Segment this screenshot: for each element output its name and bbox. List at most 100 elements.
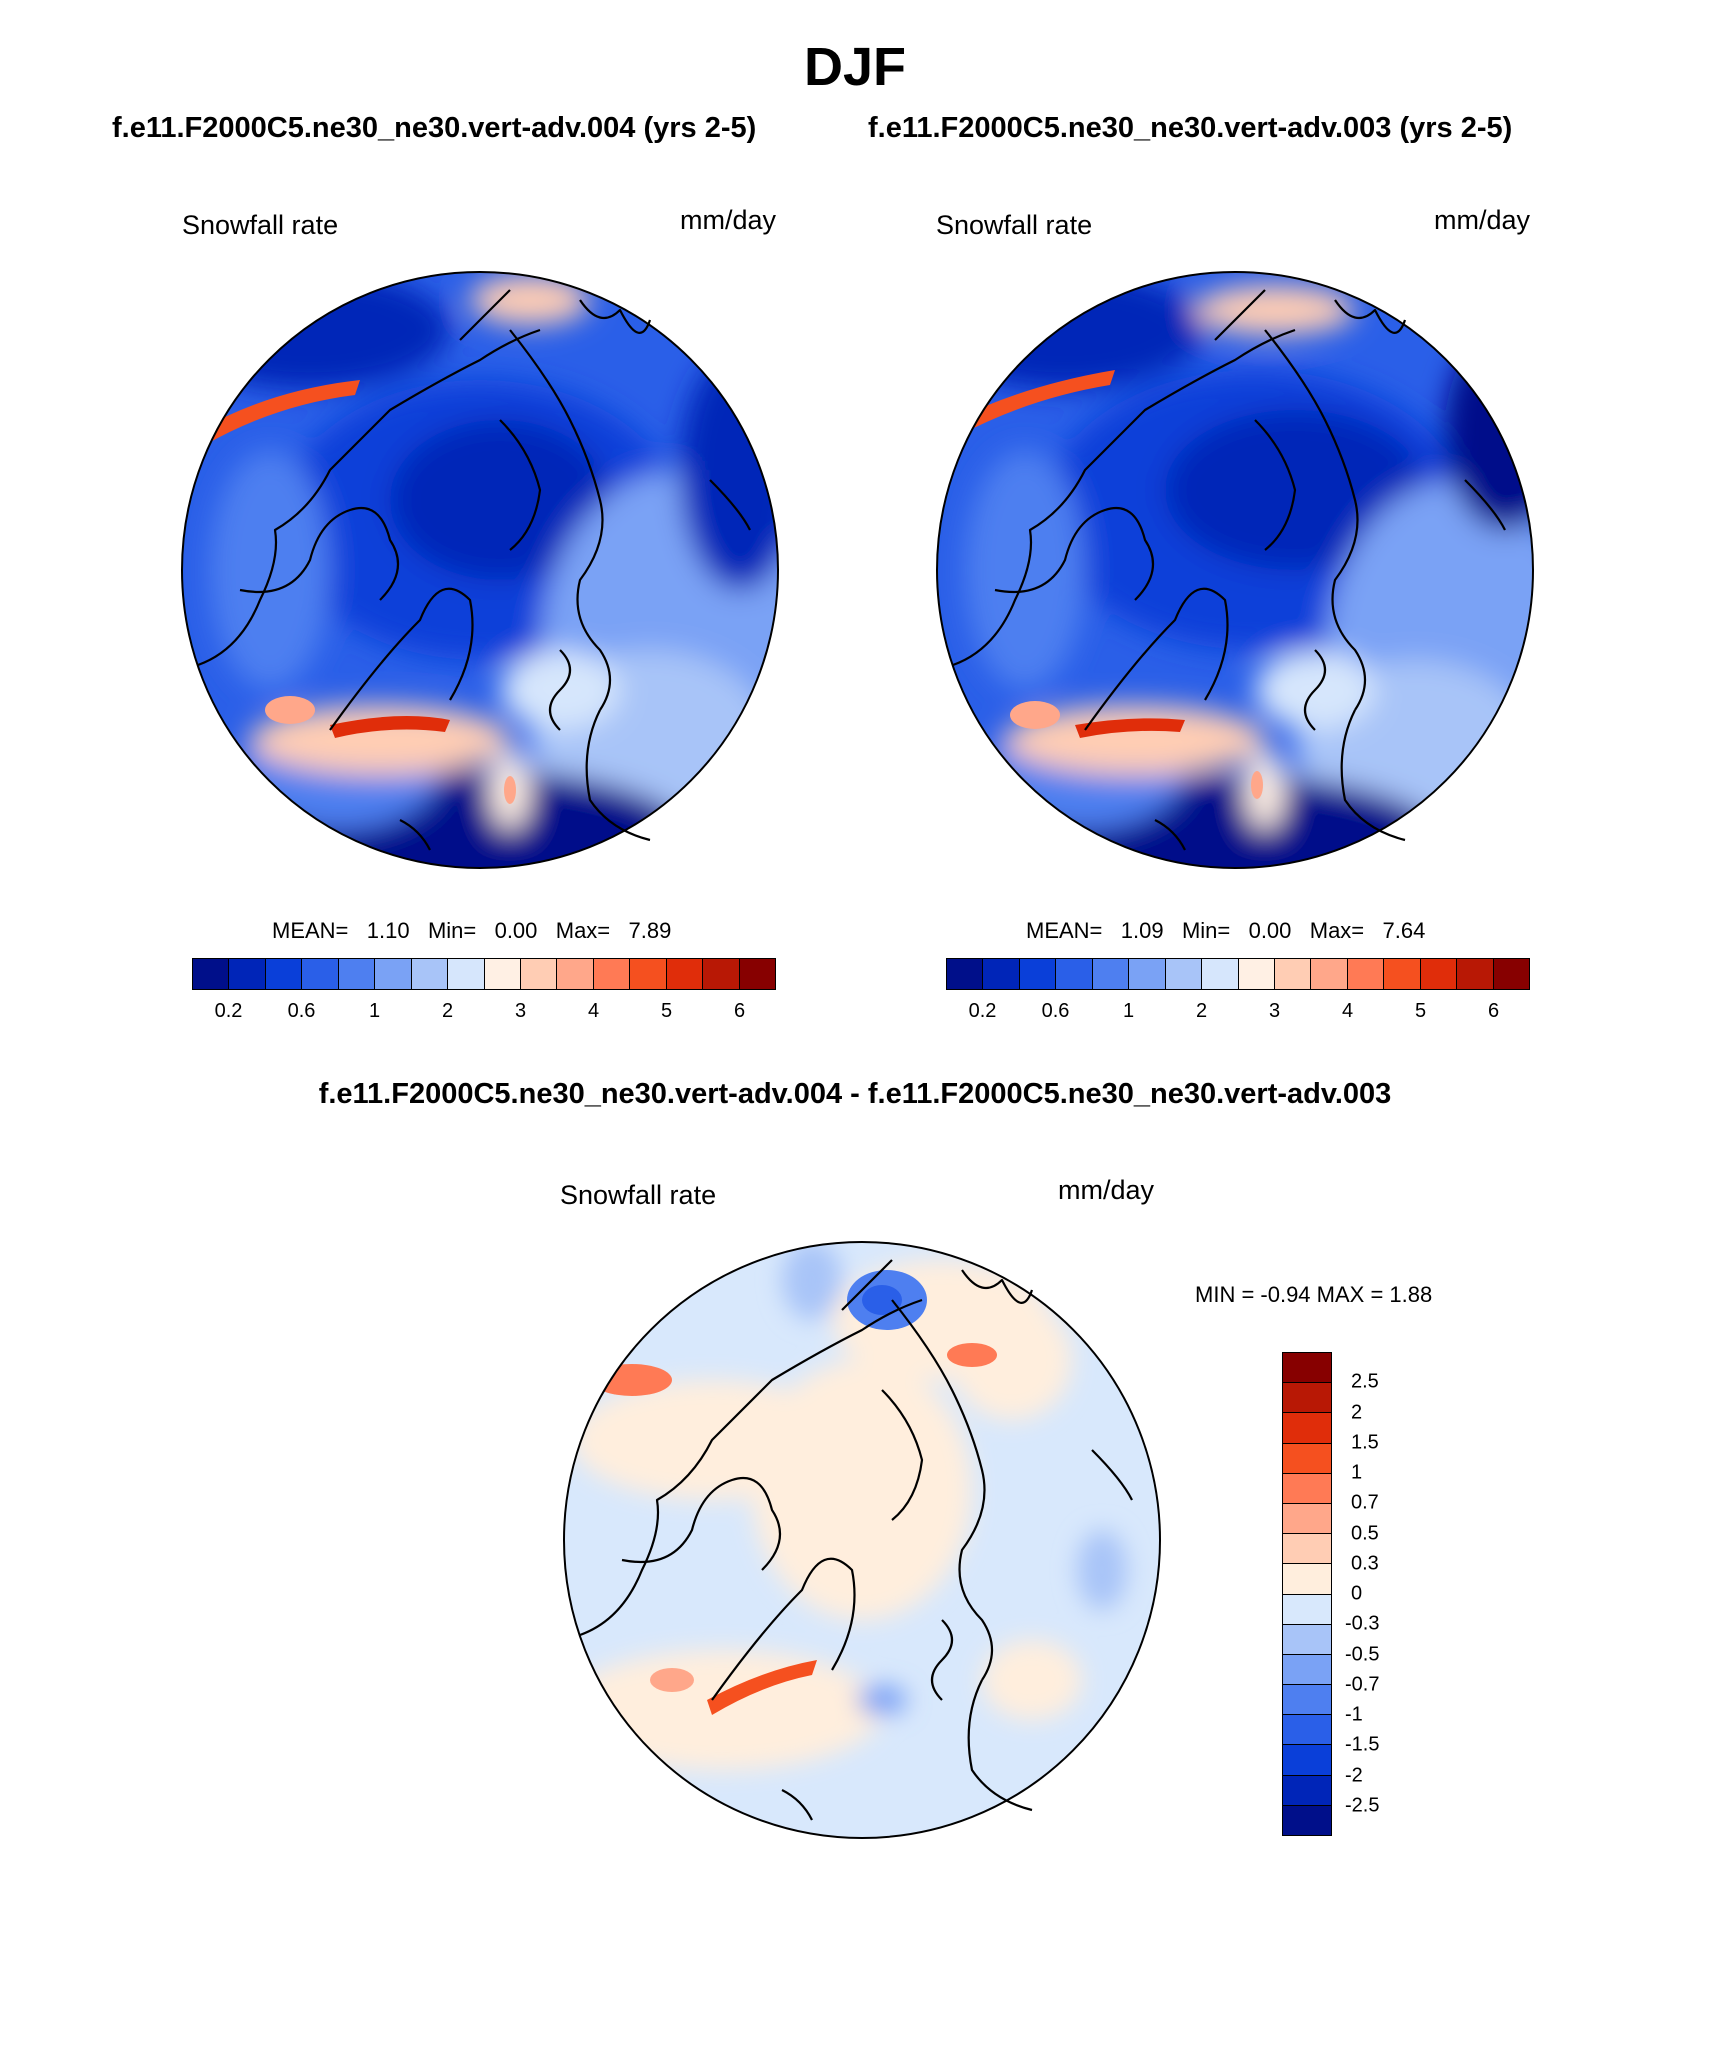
left-case-title: f.e11.F2000C5.ne30_ne30.vert-adv.004 (yr… bbox=[112, 112, 757, 144]
colorbar-tick-label: 4 bbox=[1341, 1000, 1354, 1022]
colorbar-segment bbox=[1283, 1805, 1331, 1835]
diff-colorbar bbox=[1282, 1352, 1332, 1836]
left-max-value: 7.89 bbox=[628, 918, 672, 943]
colorbar-segment bbox=[1283, 1775, 1331, 1806]
colorbar-segment bbox=[1283, 1564, 1331, 1595]
colorbar-segment bbox=[1274, 959, 1312, 989]
colorbar-segment bbox=[1384, 959, 1421, 989]
left-mean-value: 1.10 bbox=[366, 918, 410, 943]
colorbar-tick-label: 0.6 bbox=[1041, 1000, 1070, 1022]
colorbar-segment bbox=[739, 959, 775, 989]
colorbar-tick-label: 0.6 bbox=[287, 1000, 316, 1022]
colorbar-segment bbox=[1311, 959, 1348, 989]
colorbar-tick-label: -1.5 bbox=[1345, 1733, 1380, 1756]
colorbar-segment bbox=[265, 959, 303, 989]
colorbar-tick-label: 5 bbox=[660, 1000, 673, 1022]
diff-polar-map bbox=[563, 1241, 1161, 1839]
colorbar-segment bbox=[1283, 1503, 1331, 1535]
colorbar-segment bbox=[1283, 1745, 1331, 1776]
colorbar-segment bbox=[193, 959, 230, 989]
diff-minmax: MIN = -0.94 MAX = 1.88 bbox=[1195, 1282, 1433, 1307]
colorbar-segment bbox=[338, 959, 376, 989]
colorbar-segment bbox=[520, 959, 558, 989]
colorbar-tick-label: 2 bbox=[441, 1000, 454, 1022]
colorbar-segment bbox=[983, 959, 1020, 989]
colorbar-segment bbox=[1092, 959, 1130, 989]
colorbar-segment bbox=[703, 959, 740, 989]
figure-title: DJF bbox=[803, 37, 906, 97]
colorbar-segment bbox=[666, 959, 704, 989]
right-max-value: 7.64 bbox=[1382, 918, 1426, 943]
colorbar-tick-label: 1 bbox=[1122, 1000, 1135, 1022]
colorbar-segment bbox=[1283, 1594, 1331, 1625]
right-units-label: mm/day bbox=[1434, 205, 1531, 235]
diff-title: f.e11.F2000C5.ne30_ne30.vert-adv.004 - f… bbox=[318, 1078, 1392, 1110]
colorbar-segment bbox=[1165, 959, 1203, 989]
right-max-label: Max= bbox=[1309, 918, 1365, 943]
colorbar-segment bbox=[375, 959, 412, 989]
colorbar-segment bbox=[1019, 959, 1057, 989]
right-polar-map bbox=[936, 271, 1534, 869]
colorbar-tick-label: 0.7 bbox=[1351, 1491, 1379, 1514]
colorbar-tick-label: -0.5 bbox=[1345, 1643, 1380, 1665]
right-min-value: 0.00 bbox=[1248, 918, 1292, 943]
colorbar-segment bbox=[1056, 959, 1093, 989]
colorbar-segment bbox=[1129, 959, 1166, 989]
left-mean-label: MEAN= bbox=[272, 918, 349, 943]
right-variable-label: Snowfall rate bbox=[936, 210, 1093, 240]
colorbar-tick-label: -0.7 bbox=[1345, 1673, 1380, 1696]
colorbar-segment bbox=[1457, 959, 1494, 989]
colorbar-segment bbox=[630, 959, 667, 989]
colorbar-segment bbox=[1202, 959, 1239, 989]
colorbar-tick-label: 4 bbox=[587, 1000, 600, 1022]
colorbar-segment bbox=[1283, 1413, 1331, 1444]
colorbar-tick-label: 0 bbox=[1351, 1582, 1363, 1605]
colorbar-tick-label: 0.2 bbox=[968, 1000, 997, 1022]
left-stats: MEAN= 1.10 Min= 0.00 Max= 7.89 bbox=[272, 918, 671, 944]
left-max-label: Max= bbox=[555, 918, 611, 943]
colorbar-segment bbox=[1283, 1685, 1331, 1716]
left-units-label: mm/day bbox=[680, 205, 777, 235]
right-stats: MEAN= 1.09 Min= 0.00 Max= 7.64 bbox=[1026, 918, 1425, 944]
colorbar-tick-label: -2 bbox=[1345, 1764, 1363, 1786]
colorbar-segment bbox=[1283, 1473, 1331, 1504]
right-case-title: f.e11.F2000C5.ne30_ne30.vert-adv.003 (yr… bbox=[868, 112, 1513, 144]
colorbar-segment bbox=[1283, 1383, 1331, 1414]
colorbar-tick-label: 1.5 bbox=[1351, 1431, 1379, 1454]
colorbar-tick-label: 2 bbox=[1351, 1401, 1363, 1423]
right-mean-value: 1.09 bbox=[1120, 918, 1164, 943]
diff-units-label: mm/day bbox=[1058, 1175, 1155, 1205]
colorbar-tick-label: -1 bbox=[1345, 1703, 1363, 1726]
colorbar-tick-label: 0.3 bbox=[1351, 1552, 1379, 1575]
colorbar-tick-label: 1 bbox=[368, 1000, 381, 1022]
colorbar-tick-label: 6 bbox=[1487, 1000, 1500, 1022]
colorbar-segment bbox=[1283, 1353, 1331, 1384]
colorbar-segment bbox=[947, 959, 984, 989]
colorbar-segment bbox=[1283, 1443, 1331, 1474]
colorbar-segment bbox=[1420, 959, 1458, 989]
colorbar-tick-label: 2.5 bbox=[1351, 1370, 1379, 1393]
left-min-label: Min= bbox=[427, 918, 477, 943]
colorbar-tick-label: 1 bbox=[1351, 1461, 1363, 1484]
colorbar-segment bbox=[1238, 959, 1275, 989]
colorbar-segment bbox=[1283, 1715, 1331, 1746]
left-polar-map bbox=[181, 271, 779, 869]
colorbar-segment bbox=[557, 959, 594, 989]
colorbar-segment bbox=[229, 959, 266, 989]
colorbar-segment bbox=[1283, 1534, 1331, 1565]
colorbar-tick-label: 3 bbox=[514, 1000, 527, 1022]
left-colorbar bbox=[192, 958, 776, 990]
right-colorbar bbox=[946, 958, 1530, 990]
right-min-label: Min= bbox=[1181, 918, 1231, 943]
colorbar-segment bbox=[484, 959, 521, 989]
colorbar-segment bbox=[1347, 959, 1385, 989]
colorbar-tick-label: 5 bbox=[1414, 1000, 1427, 1022]
colorbar-tick-label: 0.5 bbox=[1351, 1522, 1379, 1544]
left-variable-label: Snowfall rate bbox=[182, 210, 339, 240]
colorbar-segment bbox=[1283, 1624, 1331, 1655]
colorbar-segment bbox=[593, 959, 631, 989]
colorbar-segment bbox=[1493, 959, 1529, 989]
colorbar-segment bbox=[302, 959, 339, 989]
left-min-value: 0.00 bbox=[494, 918, 538, 943]
colorbar-tick-label: 0.2 bbox=[214, 1000, 243, 1022]
